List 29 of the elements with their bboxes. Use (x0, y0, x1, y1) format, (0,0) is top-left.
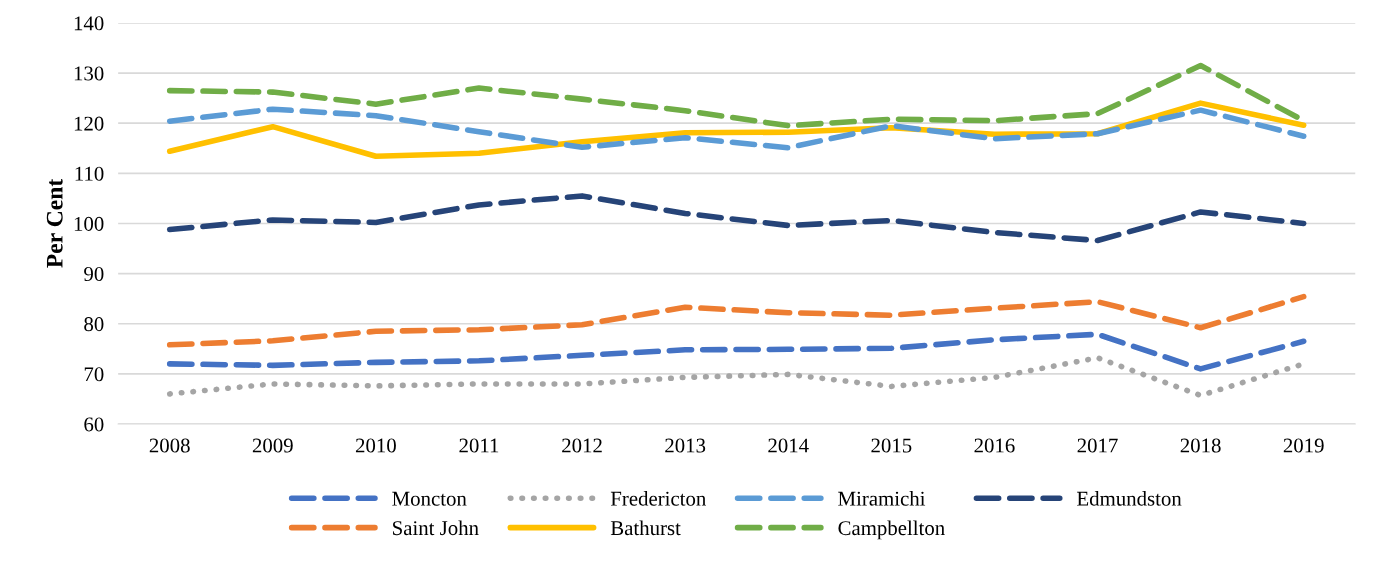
y-tick-label: 90 (84, 266, 104, 282)
y-tick-label: 110 (75, 166, 104, 181)
legend-label: Fredericton (610, 491, 706, 506)
legend-label: Bathurst (610, 520, 681, 536)
x-tick-label: 2010 (355, 438, 396, 453)
x-tick-label: 2009 (252, 438, 293, 453)
legend-label: Miramichi (838, 491, 926, 506)
x-tick-label: 2018 (1180, 438, 1221, 453)
y-tick-label: 100 (74, 216, 104, 231)
legend-label: Saint John (393, 520, 479, 536)
y-axis-title: Per Cent (46, 178, 63, 268)
legend-label: Campbellton (838, 520, 945, 540)
x-tick-label: 2014 (768, 438, 809, 453)
x-tick-label: 2013 (665, 438, 706, 453)
y-tick-label: 60 (84, 417, 104, 432)
x-tick-label: 2019 (1283, 438, 1324, 453)
y-tick-label: 80 (84, 317, 104, 332)
x-tick-label: 2017 (1077, 438, 1118, 453)
y-tick-label: 70 (84, 367, 104, 382)
x-tick-label: 2012 (562, 438, 602, 453)
x-tick-label: 2016 (974, 438, 1015, 453)
y-tick-label: 140 (74, 16, 104, 31)
x-tick-label: 2008 (149, 438, 190, 453)
y-tick-label: 120 (74, 116, 104, 131)
x-tick-label: 2015 (871, 438, 912, 453)
legend-label: Edmundston (1077, 491, 1182, 506)
legend-label: Moncton (392, 491, 467, 506)
x-tick-label: 2011 (459, 438, 499, 453)
y-tick-label: 130 (74, 66, 104, 81)
